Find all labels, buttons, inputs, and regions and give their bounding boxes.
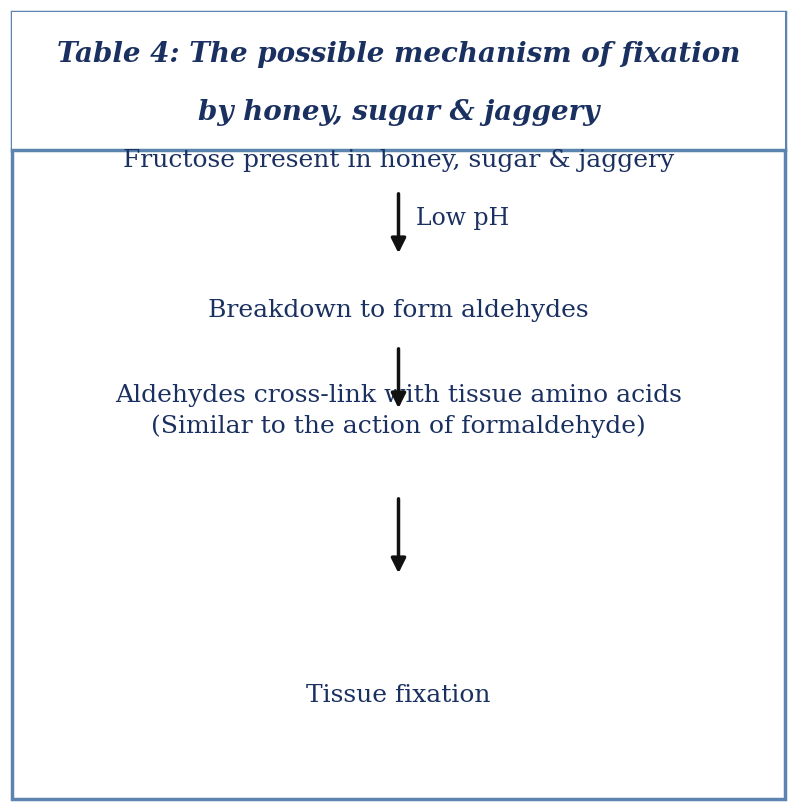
- Text: Tissue fixation: Tissue fixation: [306, 684, 491, 707]
- Text: Breakdown to form aldehydes: Breakdown to form aldehydes: [208, 298, 589, 321]
- Text: by honey, sugar & jaggery: by honey, sugar & jaggery: [198, 98, 599, 126]
- Text: Table 4: The possible mechanism of fixation: Table 4: The possible mechanism of fixat…: [57, 41, 740, 67]
- Text: Aldehydes cross-link with tissue amino acids
(Similar to the action of formaldeh: Aldehydes cross-link with tissue amino a…: [115, 384, 682, 438]
- Text: Low pH: Low pH: [417, 207, 509, 230]
- Bar: [12, 12, 785, 150]
- Text: Fructose present in honey, sugar & jaggery: Fructose present in honey, sugar & jagge…: [123, 148, 674, 171]
